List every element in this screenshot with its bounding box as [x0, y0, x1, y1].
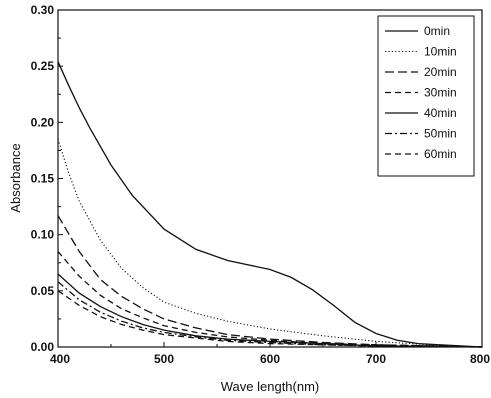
series-line-30min	[57, 251, 483, 348]
y-tick-label: 0.00	[31, 340, 55, 354]
series-lines	[57, 61, 483, 348]
y-tick-label: 0.05	[31, 284, 55, 298]
x-tick-label: 600	[260, 352, 280, 366]
series-line-20min	[57, 215, 483, 348]
legend-label-10min: 10min	[424, 45, 457, 59]
y-tick-label: 0.10	[31, 228, 55, 242]
legend-label-40min: 40min	[424, 106, 457, 120]
legend-label-30min: 30min	[424, 86, 457, 100]
x-tick-label: 400	[50, 352, 70, 366]
legend-label-0min: 0min	[424, 24, 450, 38]
legend-box	[377, 15, 475, 177]
y-tick-label: 0.30	[31, 3, 55, 17]
legend-label-50min: 50min	[424, 127, 457, 141]
legend-label-60min: 60min	[424, 147, 457, 161]
x-tick-label: 500	[154, 352, 174, 366]
y-tick-label: 0.15	[31, 172, 55, 186]
legend-items: 0min 10min 20min 30min 40min 50min 60min	[385, 24, 457, 161]
legend: 0min 10min 20min 30min 40min 50min 60min	[377, 15, 475, 177]
y-tick-label: 0.20	[31, 115, 55, 129]
series-line-50min	[57, 281, 483, 348]
y-tick-label: 0.25	[31, 59, 55, 73]
axis-tick-labels: 400 500 600 700 800 0.00 0.05 0.10 0.15 0.20 0.25 0…	[31, 3, 491, 366]
series-line-60min	[57, 290, 483, 348]
series-line-40min	[57, 273, 483, 348]
x-tick-label: 800	[470, 352, 490, 366]
x-tick-label: 700	[366, 352, 386, 366]
x-axis-title: Wave length(nm)	[221, 379, 320, 394]
y-axis-title: Absorbance	[8, 143, 23, 212]
legend-label-20min: 20min	[424, 65, 457, 79]
series-line-0min	[57, 61, 483, 348]
